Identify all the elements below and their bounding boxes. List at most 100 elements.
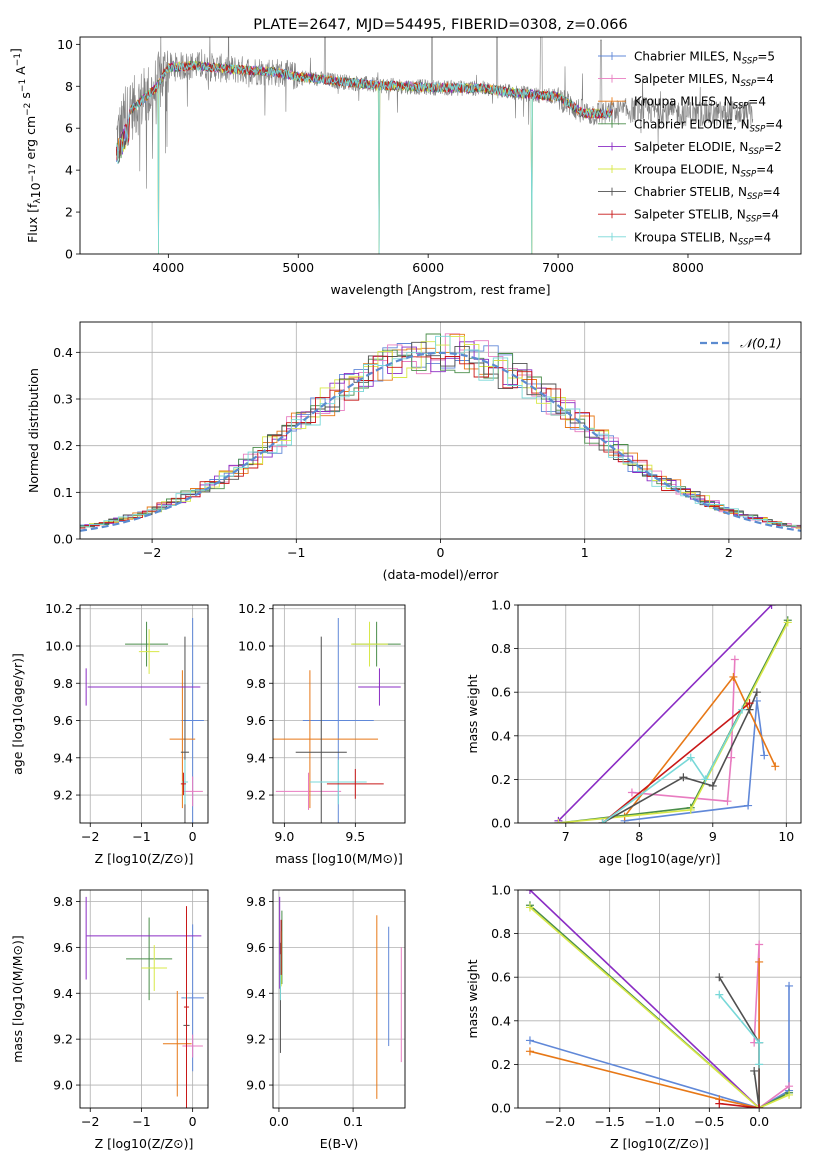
x-tick-label: 0.0	[269, 1114, 289, 1129]
y-tick-label: 4	[65, 163, 73, 178]
weight-line-7	[601, 702, 751, 823]
y-axis-label: mass weight	[465, 674, 480, 753]
x-tick-label: −2	[81, 829, 99, 844]
x-tick-label: 7000	[542, 260, 574, 275]
y-tick-label: 0.0	[53, 532, 73, 547]
y-tick-label: 9.2	[246, 788, 266, 803]
x-tick-label: −1.0	[644, 1114, 674, 1129]
weight-marker	[755, 940, 764, 949]
spectrum-lines	[116, 37, 754, 254]
weight-line-6	[718, 976, 760, 1108]
model-spectrum-8	[116, 60, 613, 254]
x-tick-label: 6000	[412, 260, 444, 275]
x-tick-label: 9.5	[345, 829, 365, 844]
weight-line-4	[529, 890, 760, 1108]
y-tick-label: 9.4	[246, 750, 266, 765]
x-axis-label: age [log10(age/yr)]	[599, 851, 721, 866]
x-axis-label: Z [log10(Z/Z⊙)]	[95, 1136, 194, 1151]
weight-marker	[686, 753, 695, 762]
x-axis-label: Z [log10(Z/Z⊙)]	[610, 1136, 709, 1151]
x-tick-label: 5000	[282, 260, 314, 275]
x-tick-label: −1	[132, 1114, 150, 1129]
weight-line-5	[529, 906, 790, 1108]
weight-line-0	[624, 700, 765, 822]
weight-lines	[554, 605, 792, 823]
x-axis-label: (data-model)/error	[383, 567, 500, 582]
weight-marker	[744, 801, 753, 810]
weight-marker	[755, 1060, 764, 1069]
weight-marker	[760, 751, 769, 760]
legend-entry: 𝒩(0,1)	[740, 336, 782, 351]
histogram-1	[80, 333, 801, 529]
y-tick-label: 9.8	[246, 894, 266, 909]
weight-marker	[752, 696, 761, 705]
x-tick-label: 1	[581, 545, 589, 560]
weight-marker	[785, 981, 794, 990]
y-tick-label: 9.6	[53, 713, 73, 728]
weight-marker	[730, 655, 739, 664]
weight-marker	[755, 1038, 764, 1047]
y-tick-label: 9.8	[246, 676, 266, 691]
y-tick-label: 0.0	[491, 816, 511, 831]
legend-entry: Salpeter MILES, NSSP=4	[634, 72, 774, 89]
y-axis-label: mass weight	[465, 959, 480, 1038]
y-axis-label: age [log10(age/yr)]	[10, 653, 25, 775]
weight-marker	[729, 672, 738, 681]
axes-frame	[79, 36, 802, 255]
y-tick-label: 10.2	[45, 601, 73, 616]
x-tick-label: 7	[562, 829, 570, 844]
x-tick-label: −1	[287, 545, 305, 560]
y-tick-label: 9.8	[53, 894, 73, 909]
histograms	[80, 333, 801, 532]
y-tick-label: 0.2	[491, 1057, 511, 1072]
x-tick-label: −2	[81, 1114, 99, 1129]
x-tick-label: 0.1	[343, 1114, 363, 1129]
x-tick-label: −1.5	[594, 1114, 624, 1129]
y-tick-label: 9.2	[53, 1032, 73, 1047]
model-spectrum-1	[116, 59, 613, 160]
error-bars	[85, 618, 204, 823]
weight-marker	[752, 688, 761, 697]
model-spectrum-7	[116, 61, 613, 161]
age-vs-Z-panel: −2 −1 0 9.2 9.4 9.6 9.8 10.0 10.2 Z [log10(Z/Z⊙)]…	[10, 601, 209, 866]
x-tick-label: 8000	[672, 260, 704, 275]
weight-marker	[679, 773, 688, 782]
weight-marker	[598, 819, 607, 823]
weight-line-3	[558, 619, 789, 823]
model-spectrum-3	[116, 59, 613, 159]
weight-marker	[525, 1036, 534, 1045]
y-axis-label: mass [log10(M/M⊙)]	[10, 935, 25, 1063]
axes-frame	[272, 889, 406, 1109]
model-spectrum-4	[116, 61, 613, 157]
x-axis-label: mass [log10(M/M⊙)]	[275, 851, 403, 866]
weight-marker	[723, 797, 732, 806]
mass-vs-Z-panel: −2 −1 0 9.0 9.2 9.4 9.6 9.8 Z [log10(Z/Z⊙)] mass …	[10, 889, 209, 1151]
weight-marker	[701, 775, 710, 784]
weight-marker	[785, 1090, 794, 1099]
error-bars	[85, 896, 204, 1108]
weight-marker	[627, 788, 636, 797]
weight-marker	[525, 1047, 534, 1056]
weight-marker	[771, 762, 780, 771]
legend-entry: Salpeter STELIB, NSSP=4	[634, 208, 779, 225]
y-tick-label: 9.4	[53, 750, 73, 765]
weight-line-0	[529, 985, 790, 1108]
model-spectrum-6	[116, 61, 613, 164]
y-tick-label: 9.6	[53, 940, 73, 955]
y-tick-label: 0	[65, 247, 73, 262]
weight-line-5	[558, 622, 789, 823]
x-axis-label: Z [log10(Z/Z⊙)]	[95, 851, 194, 866]
x-tick-label: −2	[143, 545, 161, 560]
x-tick-label: 2	[725, 545, 733, 560]
y-tick-label: 9.8	[53, 676, 73, 691]
chart-title: PLATE=2647, MJD=54495, FIBERID=0308, z=0…	[253, 17, 627, 33]
error-bars	[279, 896, 402, 1099]
legend-entry: Salpeter ELODIE, NSSP=2	[634, 140, 782, 157]
y-tick-label: 0.4	[491, 728, 511, 743]
weight-marker	[755, 957, 764, 966]
legend-entry: Kroupa ELODIE, NSSP=4	[634, 163, 774, 180]
y-tick-label: 0.0	[491, 1101, 511, 1116]
weight-marker	[708, 781, 717, 790]
x-tick-label: 0	[189, 1114, 197, 1129]
weight-line-4	[557, 605, 773, 822]
